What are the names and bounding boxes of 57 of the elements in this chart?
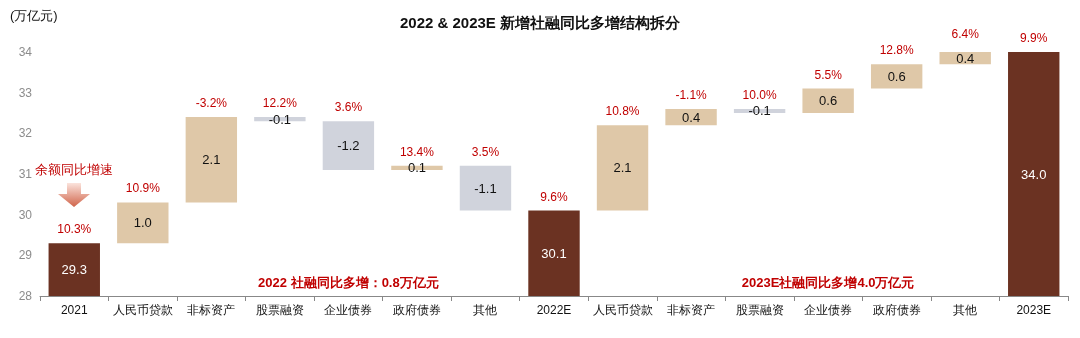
y-tick-label: 34 — [18, 45, 33, 59]
data-label: 2.1 — [613, 160, 632, 176]
annotation: 2023E社融同比多增4.0万亿元 — [741, 274, 915, 290]
x-tick-label: 非标资产 — [667, 303, 716, 317]
annotation: -1.1% — [675, 87, 708, 102]
annotation: 5.5% — [814, 67, 843, 82]
data-label: 0.4 — [682, 109, 701, 125]
x-tick-label: 其他 — [473, 303, 498, 317]
annotation: 10.0% — [742, 87, 777, 102]
data-label: 0.4 — [956, 50, 975, 66]
data-label: 0.1 — [407, 160, 426, 176]
x-tick-label: 非标资产 — [187, 303, 236, 317]
annotation: 10.9% — [125, 181, 161, 196]
data-label: -0.1 — [748, 103, 771, 119]
annotation: 13.4% — [399, 144, 435, 159]
annotation: 9.6% — [540, 189, 568, 204]
data-label: -1.2 — [337, 138, 360, 154]
x-tick-label: 2021 — [60, 303, 88, 317]
x-tick-label: 2022E — [536, 303, 572, 317]
data-label: 1.0 — [133, 215, 152, 231]
data-label: -1.1 — [474, 180, 497, 196]
x-tick-label: 政府债券 — [872, 303, 921, 317]
y-tick-label: 31 — [18, 167, 33, 181]
annotation: 10.3% — [57, 222, 92, 237]
x-tick-label: 其他 — [953, 303, 978, 317]
x-tick-label: 2023E — [1016, 303, 1052, 317]
x-tick-label: 企业债券 — [324, 303, 373, 317]
annotation: 10.8% — [605, 104, 640, 119]
x-tick-label: 人民币贷款 — [592, 303, 653, 317]
y-tick-label: 28 — [18, 289, 33, 303]
x-tick-label: 企业债券 — [804, 303, 853, 317]
data-label: 30.1 — [541, 245, 567, 261]
x-tick-label: 政府债券 — [392, 303, 441, 317]
annotation: 2022 社融同比多增：0.8万亿元 — [258, 274, 439, 290]
text: 9.9% — [1020, 31, 1048, 45]
y-axis-title: (万亿元) — [10, 8, 58, 23]
y-tick-label: 32 — [18, 126, 33, 141]
text: 6.4% — [951, 26, 980, 41]
x-tick-label: 股票融资 — [735, 303, 784, 317]
annotation: 12.2% — [262, 96, 298, 111]
y-tick-label: 30 — [18, 207, 33, 222]
data-label: 2.1 — [202, 152, 221, 168]
chart-title: 2022 & 2023E 新增社融同比多增结构拆分 — [399, 14, 682, 31]
annotation: 3.5% — [471, 144, 500, 159]
data-label: 0.6 — [887, 68, 906, 84]
data-label: -0.1 — [268, 111, 292, 127]
annotation: 余额同比增速 — [35, 161, 114, 177]
annotation: -3.2% — [195, 96, 228, 111]
annotation: 12.8% — [879, 43, 915, 58]
annotation: 3.6% — [334, 100, 363, 115]
data-label: 34.0 — [1021, 166, 1047, 182]
data-label: 29.3 — [61, 262, 87, 278]
data-label: 0.6 — [819, 93, 838, 109]
x-tick-label: 人民币贷款 — [112, 303, 173, 317]
y-tick-label: 33 — [18, 85, 33, 100]
x-tick-label: 股票融资 — [255, 303, 304, 317]
y-tick-label: 29 — [18, 248, 33, 263]
